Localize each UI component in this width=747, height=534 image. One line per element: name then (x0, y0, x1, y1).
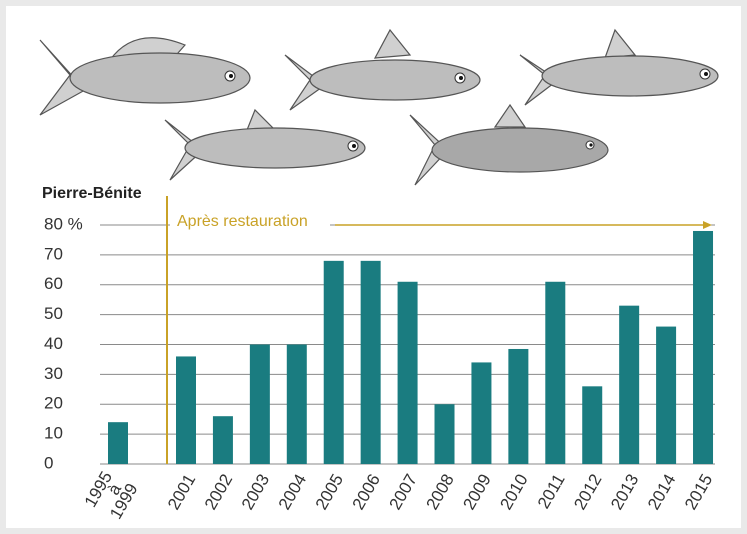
y-tick-label: 80 % (44, 214, 83, 233)
bar (176, 356, 196, 464)
y-tick-label: 20 (44, 394, 63, 413)
bar (656, 326, 677, 464)
bar (471, 362, 492, 464)
annotation-bg (170, 210, 330, 234)
bar (360, 260, 381, 464)
bar (249, 344, 270, 464)
y-tick-label: 0 (44, 453, 53, 472)
y-tick-label: 10 (44, 424, 63, 443)
bar (286, 344, 307, 464)
arrow-head (703, 221, 712, 229)
y-tick-label: 30 (44, 364, 63, 383)
bar (323, 260, 344, 464)
bar (508, 348, 529, 464)
bar (582, 386, 603, 464)
y-tick-label: 40 (44, 334, 63, 353)
bar (693, 230, 714, 464)
y-tick-label: 60 (44, 274, 63, 293)
annotation: Après restauration (177, 213, 308, 230)
bar (619, 305, 640, 464)
chart-title: Pierre-Bénite (42, 185, 142, 202)
y-tick-label: 70 (44, 244, 63, 263)
bar (434, 404, 455, 464)
bar (108, 422, 128, 464)
bar (397, 281, 418, 464)
bar (545, 281, 566, 464)
y-tick-label: 50 (44, 304, 63, 323)
fish-illustrations (39, 28, 719, 186)
bar (212, 416, 233, 464)
